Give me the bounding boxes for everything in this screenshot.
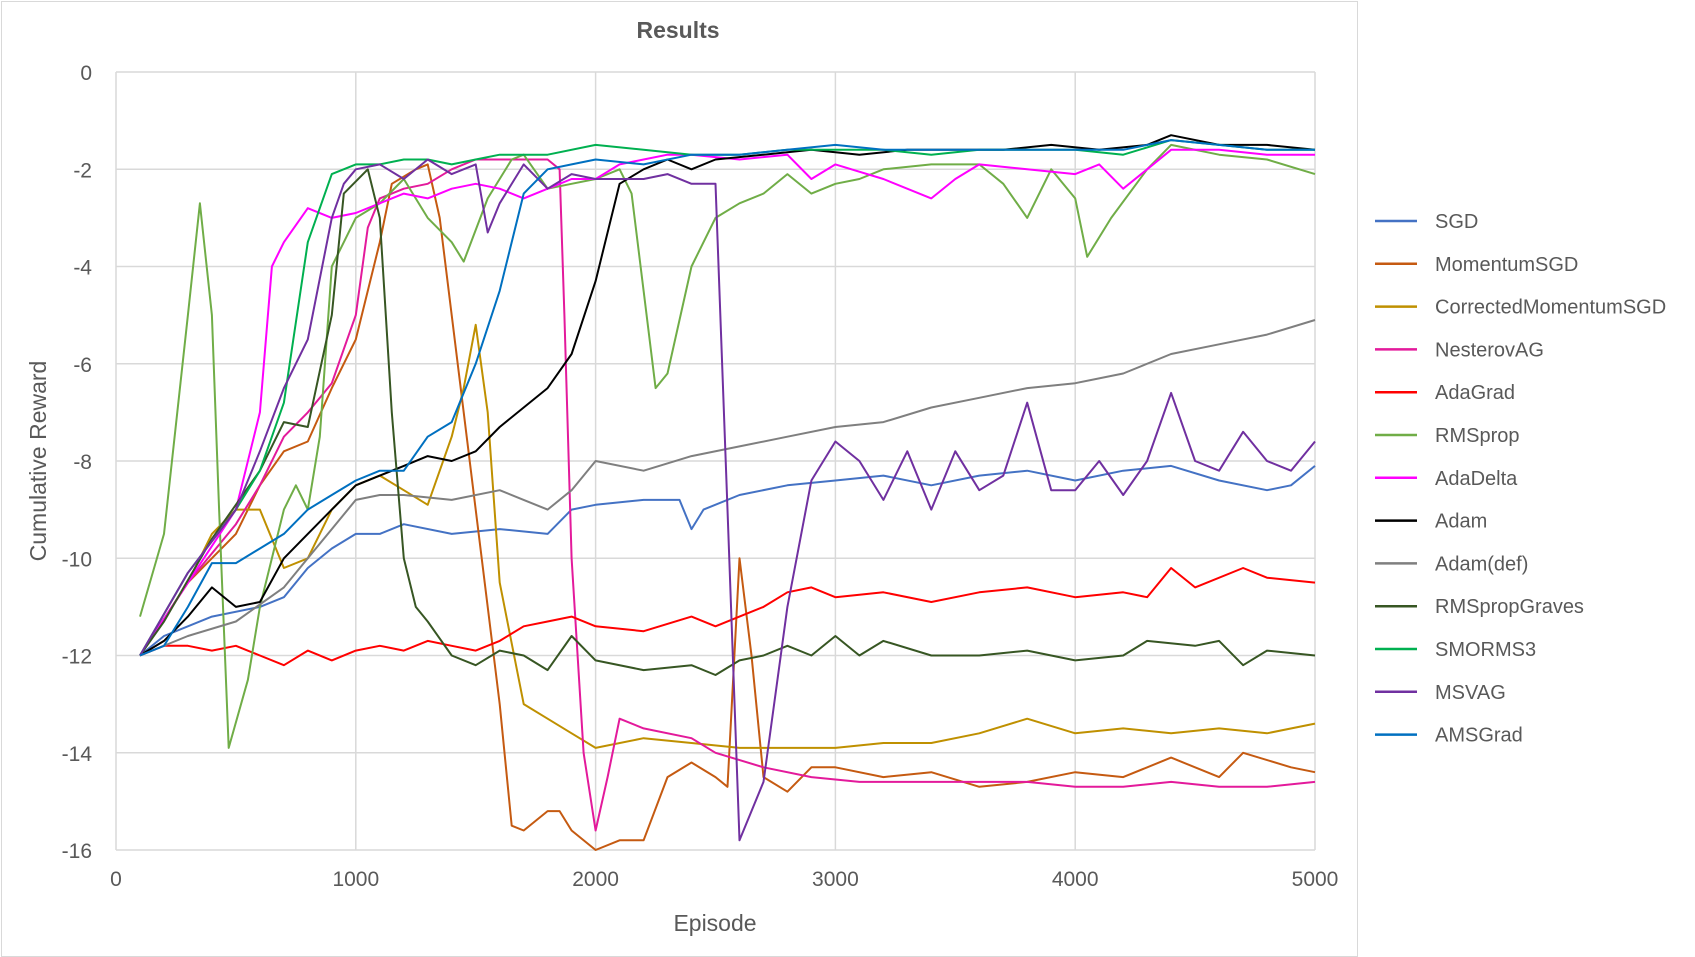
series-lines: [139, 134, 1316, 851]
y-axis-label: Cumulative Reward: [25, 361, 51, 562]
y-tick-label: -16: [62, 840, 92, 863]
legend-label: SGD: [1435, 211, 1478, 233]
series-line-msvag: [139, 158, 1316, 842]
y-tick-label: -10: [62, 548, 92, 571]
series-line-adagrad: [139, 567, 1316, 667]
series-line-nesterovag: [139, 158, 1316, 832]
series-line-adam: [139, 134, 1316, 657]
y-tick-label: 0: [80, 62, 92, 85]
series-line-adadelta: [139, 148, 1315, 657]
legend: SGD MomentumSGD CorrectedMomentumSGD Nester…: [1375, 211, 1666, 747]
tick-labels: 0 1000 2000 3000 4000 5000 0 -2 -4 -6 -8 -10 -12 -14 -…: [62, 62, 1339, 891]
series-line-smorms3: [139, 139, 1315, 657]
legend-label: RMSprop: [1435, 425, 1519, 447]
chart-title: Results: [636, 17, 719, 43]
y-tick-label: -6: [73, 354, 92, 377]
legend-label: Adam: [1435, 511, 1487, 533]
legend-label: AdaGrad: [1435, 382, 1515, 404]
y-tick-label: -2: [73, 159, 92, 182]
x-axis-label: Episode: [673, 910, 756, 936]
y-tick-label: -14: [62, 743, 93, 766]
series-line-amsgrad: [139, 139, 1315, 657]
x-tick-label: 1000: [332, 868, 379, 891]
legend-label: AdaDelta: [1435, 468, 1518, 490]
y-tick-label: -8: [73, 451, 92, 474]
legend-label: Adam(def): [1435, 553, 1528, 575]
legend-label: MSVAG: [1435, 682, 1506, 704]
series-line-momentumsgd: [139, 163, 1316, 851]
legend-label: RMSpropGraves: [1435, 596, 1584, 618]
series-line-correctedmomentumsgd: [139, 323, 1316, 749]
x-tick-label: 2000: [572, 868, 619, 891]
x-tick-label: 5000: [1292, 868, 1339, 891]
x-tick-label: 4000: [1052, 868, 1099, 891]
x-tick-label: 0: [110, 868, 122, 891]
legend-label: MomentumSGD: [1435, 254, 1578, 276]
y-tick-label: -12: [62, 646, 92, 669]
series-line-rmspropgraves: [139, 168, 1316, 676]
legend-label: CorrectedMomentumSGD: [1435, 297, 1666, 319]
x-tick-label: 3000: [812, 868, 859, 891]
series-line-rmsprop: [139, 143, 1316, 749]
legend-label: SMORMS3: [1435, 639, 1536, 661]
series-line-adam-def-: [139, 319, 1316, 657]
legend-label: AMSGrad: [1435, 725, 1523, 747]
y-tick-label: -4: [73, 257, 92, 280]
legend-label: NesterovAG: [1435, 339, 1544, 361]
